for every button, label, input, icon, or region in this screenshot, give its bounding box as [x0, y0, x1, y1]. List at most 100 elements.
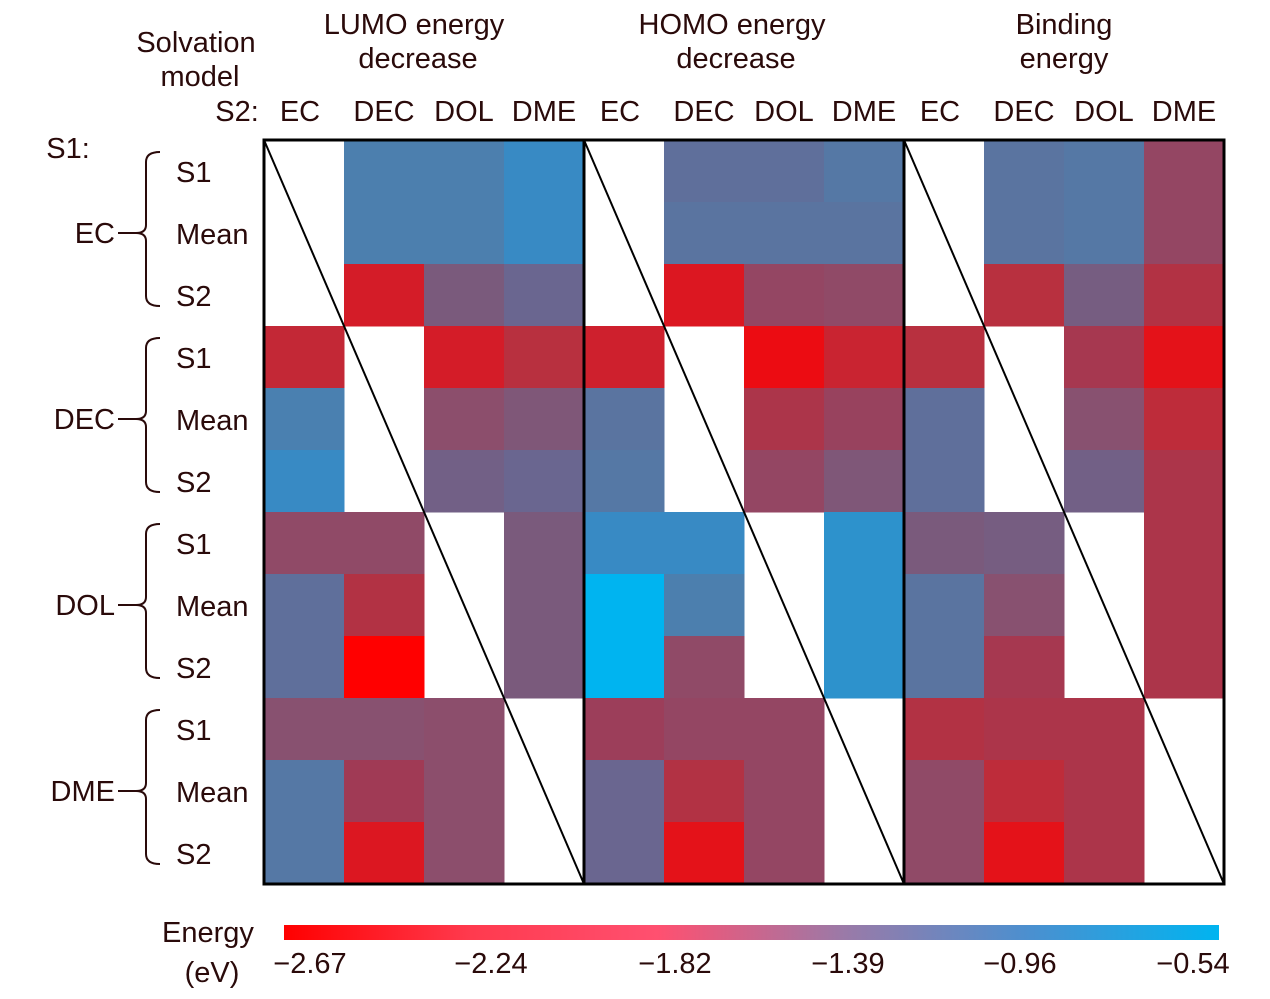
- row-group-label: DOL: [55, 590, 115, 622]
- heatmap-cell: [424, 264, 505, 327]
- colorbar-tick-label: −2.67: [273, 948, 346, 980]
- column-label: EC: [920, 96, 960, 128]
- heatmap-cell: [504, 264, 585, 327]
- heatmap-cell: [904, 760, 985, 823]
- column-label: EC: [600, 96, 640, 128]
- heatmap-cell: [984, 140, 1065, 203]
- heatmap-cell: [504, 140, 585, 203]
- heatmap-cell: [904, 574, 985, 637]
- heatmap-cell: [904, 388, 985, 451]
- heatmap-cell: [984, 636, 1065, 699]
- heatmap-cell: [1144, 512, 1225, 575]
- heatmap-cell: [584, 698, 665, 761]
- heatmap-cell: [264, 388, 345, 451]
- heatmap-cell: [584, 388, 665, 451]
- brace: [118, 709, 161, 865]
- heatmap-cell: [1144, 140, 1225, 203]
- panel-title-lumo-2: decrease: [358, 43, 477, 75]
- heatmap-cell: [344, 202, 425, 265]
- panel-title-binding-2: energy: [1020, 43, 1109, 75]
- column-label: DEC: [993, 96, 1054, 128]
- heatmap-cell: [504, 388, 585, 451]
- row-header-line1: Solvation: [136, 27, 255, 59]
- column-label: DEC: [353, 96, 414, 128]
- heatmap-cell: [344, 698, 425, 761]
- heatmap-cell: [744, 760, 825, 823]
- row-sub-label: Mean: [176, 219, 249, 251]
- heatmap-cell: [824, 512, 905, 575]
- heatmap-cell: [584, 574, 665, 637]
- heatmap-cell: [584, 760, 665, 823]
- heatmap-cell: [424, 450, 505, 513]
- heatmap-cell: [664, 140, 745, 203]
- heatmap-cell: [744, 202, 825, 265]
- heatmap-cell: [264, 450, 345, 513]
- heatmap-cell: [1064, 264, 1145, 327]
- heatmap-cell: [984, 822, 1065, 885]
- brace: [118, 151, 161, 307]
- column-label: EC: [280, 96, 320, 128]
- colorbar-label-line1: Energy: [162, 917, 254, 949]
- heatmap-cell: [824, 140, 905, 203]
- panel-title-homo-1: HOMO energy: [639, 9, 826, 41]
- panel-title-homo-2: decrease: [676, 43, 795, 75]
- heatmap-cell: [344, 574, 425, 637]
- row-sub-label: S1: [176, 343, 211, 375]
- col-prefix: S2:: [215, 96, 259, 128]
- heatmap-cell: [664, 760, 745, 823]
- heatmap-cell: [504, 202, 585, 265]
- heatmap-cell: [824, 388, 905, 451]
- column-label: DME: [1152, 96, 1216, 128]
- heatmap-cell: [744, 450, 825, 513]
- diagonal-line: [903, 139, 1225, 885]
- colorbar-tick-label: −1.39: [811, 948, 884, 980]
- heatmap-cell: [344, 140, 425, 203]
- colorbar-tick-label: −0.96: [983, 948, 1056, 980]
- heatmap-cell: [1064, 698, 1145, 761]
- brace: [118, 523, 161, 679]
- row-sub-label: S2: [176, 839, 211, 871]
- heatmap-cell: [1144, 326, 1225, 389]
- heatmap-cell: [824, 202, 905, 265]
- heatmap-cell: [584, 636, 665, 699]
- heatmap-cell: [264, 326, 345, 389]
- heatmap-cell: [264, 636, 345, 699]
- heatmap-cell: [664, 574, 745, 637]
- heatmap-cell: [504, 450, 585, 513]
- heatmap-cell: [1144, 450, 1225, 513]
- row-group-label: DME: [51, 776, 115, 808]
- heatmap-cell: [664, 202, 745, 265]
- heatmap-cell: [1064, 822, 1145, 885]
- row-sub-label: S1: [176, 157, 211, 189]
- heatmap-cell: [744, 698, 825, 761]
- heatmap-cell: [264, 822, 345, 885]
- colorbar-label-line2: (eV): [185, 957, 240, 989]
- heatmap-cell: [984, 512, 1065, 575]
- colorbar: [284, 925, 1219, 940]
- heatmap-cell: [424, 760, 505, 823]
- heatmap-cell: [904, 698, 985, 761]
- colorbar-tick-label: −0.54: [1156, 948, 1229, 980]
- heatmap-cell: [424, 140, 505, 203]
- heatmap-cell: [584, 450, 665, 513]
- column-label: DOL: [1074, 96, 1134, 128]
- heatmap-cell: [744, 388, 825, 451]
- heatmap-cell: [664, 822, 745, 885]
- heatmap-cell: [824, 574, 905, 637]
- heatmap-cell: [904, 512, 985, 575]
- row-sub-label: S1: [176, 715, 211, 747]
- column-label: DME: [832, 96, 896, 128]
- heatmap-cell: [744, 140, 825, 203]
- heatmap-cell: [984, 760, 1065, 823]
- heatmap-cell: [984, 264, 1065, 327]
- colorbar-tick-label: −2.24: [454, 948, 527, 980]
- diagonal-line: [583, 139, 905, 885]
- heatmap-cell: [584, 512, 665, 575]
- row-sub-label: S2: [176, 467, 211, 499]
- column-label: DOL: [754, 96, 814, 128]
- heatmap-cell: [504, 512, 585, 575]
- heatmap-cell: [824, 636, 905, 699]
- heatmap-cell: [1144, 574, 1225, 637]
- heatmap-cell: [904, 326, 985, 389]
